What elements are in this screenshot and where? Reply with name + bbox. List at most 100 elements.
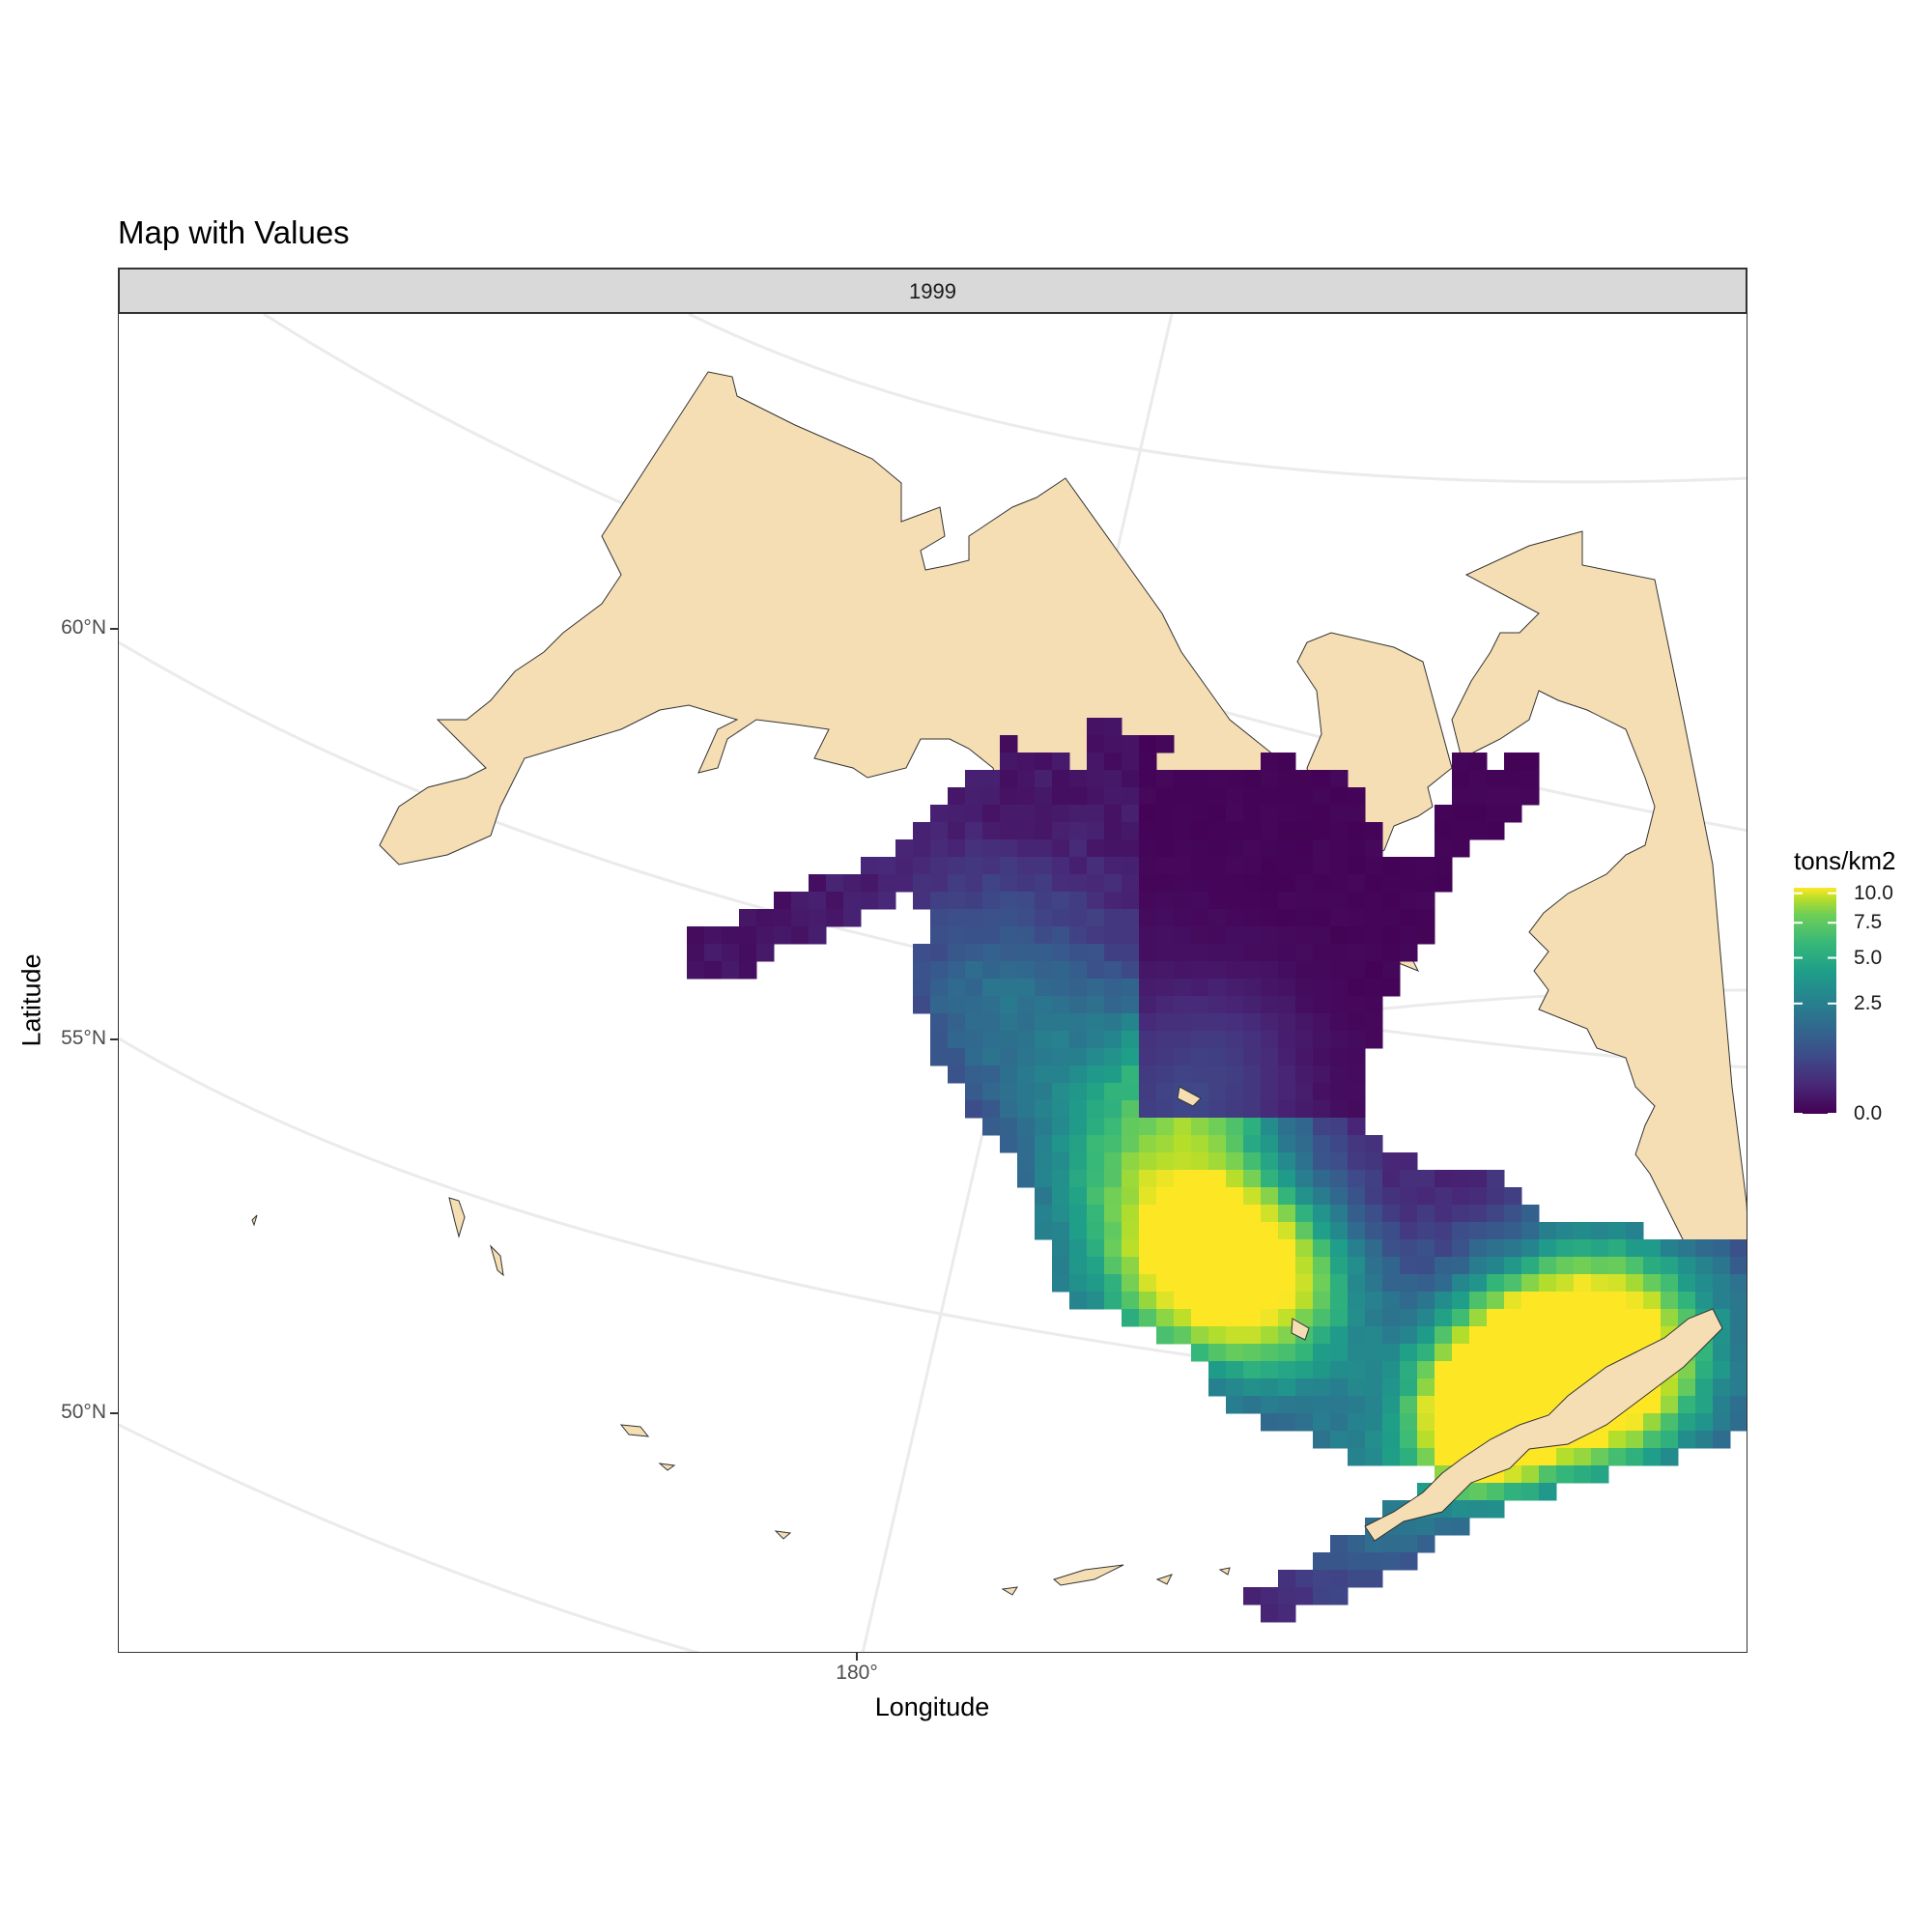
grid-cell xyxy=(1365,996,1383,1014)
map-panel xyxy=(118,314,1747,1653)
grid-cell xyxy=(1330,996,1349,1014)
grid-cell xyxy=(982,822,1001,840)
grid-cell xyxy=(1313,892,1331,910)
y-tick-label: 50°N xyxy=(61,1401,106,1423)
grid-cell xyxy=(1191,1100,1209,1119)
grid-cell xyxy=(1539,1222,1557,1240)
grid-cell xyxy=(1174,874,1192,893)
grid-cell xyxy=(1348,1344,1366,1362)
grid-cell xyxy=(1208,1100,1227,1119)
grid-cell xyxy=(1261,753,1279,771)
grid-cell xyxy=(1069,1187,1088,1206)
grid-cell xyxy=(1574,1257,1592,1275)
grid-cell xyxy=(1313,1187,1331,1206)
grid-cell xyxy=(1643,1292,1662,1310)
legend-tick-label: 5.0 xyxy=(1854,946,1883,969)
grid-cell xyxy=(878,892,896,910)
grid-cell xyxy=(1730,1326,1747,1345)
grid-cell xyxy=(1591,1292,1609,1310)
grid-cell xyxy=(1295,944,1314,962)
grid-cell xyxy=(1122,787,1140,806)
grid-cell xyxy=(1139,1292,1157,1310)
grid-cell xyxy=(1313,1361,1331,1379)
grid-cell xyxy=(1261,1031,1279,1049)
grid-cell xyxy=(1122,1065,1140,1084)
grid-cell xyxy=(1104,892,1122,910)
grid-cell xyxy=(1174,1205,1192,1223)
grid-cell xyxy=(1643,1239,1662,1258)
grid-cell xyxy=(1174,1065,1192,1084)
grid-cell xyxy=(1156,926,1175,945)
grid-cell xyxy=(1539,1361,1557,1379)
grid-cell xyxy=(1365,1135,1383,1153)
grid-cell xyxy=(1174,979,1192,997)
grid-cell xyxy=(948,979,966,997)
grid-cell xyxy=(1313,961,1331,980)
grid-cell xyxy=(1261,1239,1279,1258)
grid-cell xyxy=(1556,1344,1575,1362)
grid-cell xyxy=(1313,1431,1331,1449)
grid-cell xyxy=(1521,1205,1540,1223)
grid-cell xyxy=(1400,1361,1418,1379)
grid-cell xyxy=(1104,1135,1122,1153)
grid-cell xyxy=(1139,1100,1157,1119)
grid-cell xyxy=(1052,1274,1070,1293)
grid-cell xyxy=(1574,1274,1592,1293)
grid-cell xyxy=(1156,787,1175,806)
grid-cell xyxy=(930,805,949,823)
grid-cell xyxy=(1730,1292,1747,1310)
grid-cell xyxy=(948,857,966,875)
grid-cell xyxy=(1208,926,1227,945)
grid-cell xyxy=(1591,1257,1609,1275)
grid-cell xyxy=(930,822,949,840)
grid-cell xyxy=(1330,1413,1349,1432)
grid-cell xyxy=(948,822,966,840)
grid-cell xyxy=(1574,1292,1592,1310)
grid-cell xyxy=(1661,1431,1679,1449)
grid-cell xyxy=(1348,1396,1366,1414)
legend-tick-label: 0.0 xyxy=(1854,1102,1883,1124)
grid-cell xyxy=(1261,926,1279,945)
grid-cell xyxy=(1348,1205,1366,1223)
grid-cell xyxy=(1052,1065,1070,1084)
grid-cell xyxy=(948,892,966,910)
grid-cell xyxy=(1261,822,1279,840)
grid-cell xyxy=(1069,1048,1088,1066)
grid-cell xyxy=(1052,1239,1070,1258)
grid-cell xyxy=(930,1048,949,1066)
grid-cell xyxy=(1330,1431,1349,1449)
grid-cell xyxy=(1365,1222,1383,1240)
grid-cell xyxy=(1400,1239,1418,1258)
grid-cell xyxy=(1626,1292,1644,1310)
grid-cell xyxy=(1382,926,1401,945)
grid-cell xyxy=(1052,839,1070,858)
grid-cell xyxy=(1104,1239,1122,1258)
grid-cell xyxy=(1226,874,1244,893)
grid-cell xyxy=(1000,1048,1018,1066)
grid-cell xyxy=(1330,1048,1349,1066)
grid-cell xyxy=(1191,996,1209,1014)
grid-cell xyxy=(1035,1222,1053,1240)
grid-cell xyxy=(1713,1378,1731,1397)
grid-cell xyxy=(1487,1378,1505,1397)
grid-cell xyxy=(1452,1205,1470,1223)
x-axis-label: Longitude xyxy=(874,1692,990,1721)
island xyxy=(774,1530,792,1540)
peninsula xyxy=(1364,1308,1723,1542)
grid-cell xyxy=(1069,839,1088,858)
grid-cell xyxy=(1295,1031,1314,1049)
grid-cell xyxy=(1435,1274,1453,1293)
grid-cell xyxy=(1191,1013,1209,1032)
grid-cell xyxy=(1017,961,1036,980)
grid-cell xyxy=(1035,892,1053,910)
grid-cell xyxy=(1191,805,1209,823)
grid-cell xyxy=(1243,1013,1262,1032)
grid-cell xyxy=(1348,1083,1366,1101)
grid-cell xyxy=(1417,926,1435,945)
grid-cell xyxy=(1017,1031,1036,1049)
grid-cell xyxy=(1365,1170,1383,1188)
grid-cell xyxy=(1278,805,1296,823)
grid-cell xyxy=(1104,753,1122,771)
grid-cell xyxy=(1122,996,1140,1014)
grid-cell xyxy=(1000,735,1018,753)
